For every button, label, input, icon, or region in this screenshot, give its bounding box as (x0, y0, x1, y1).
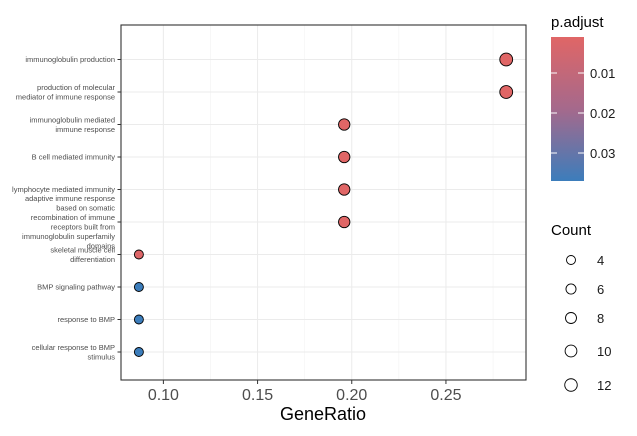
data-point (133, 347, 144, 357)
points (133, 52, 514, 357)
x-axis: 0.10 0.15 0.20 0.25 (148, 380, 462, 404)
size-legend-items: 4 6 8 10 12 (564, 253, 611, 393)
color-legend-tick-label: 0.03 (590, 146, 615, 161)
data-point (133, 249, 144, 260)
size-legend-circle (565, 283, 577, 295)
color-legend-tick-label: 0.02 (590, 106, 615, 121)
y-axis-labels: immunoglobulin production production of m… (12, 55, 121, 361)
size-legend-circle (564, 378, 578, 392)
data-point (499, 52, 514, 67)
y-axis-label: production of molecular mediator of immun… (16, 83, 116, 102)
grid (121, 25, 526, 380)
size-legend-title: Count (551, 222, 592, 239)
x-axis-title: GeneRatio (280, 404, 366, 424)
size-legend-circle (564, 344, 578, 358)
color-legend: p.adjust 0.01 0.02 0.03 (551, 14, 615, 181)
y-axis-label: B cell mediated immunity (32, 153, 116, 162)
y-axis-label: response to BMP (57, 315, 115, 324)
x-axis-tick-label: 0.10 (148, 387, 179, 404)
size-legend-circle (566, 255, 576, 265)
color-legend-title: p.adjust (551, 14, 604, 31)
size-legend-label: 12 (597, 378, 611, 393)
panel-background (121, 25, 526, 380)
x-axis-tick-label: 0.25 (430, 387, 461, 404)
data-point (338, 215, 351, 229)
color-legend-tick-label: 0.01 (590, 66, 615, 81)
data-point (499, 85, 514, 99)
data-point (133, 314, 144, 325)
x-axis-tick-label: 0.15 (242, 387, 273, 404)
data-point (338, 183, 351, 196)
size-legend-label: 6 (597, 282, 604, 297)
y-axis-label: BMP signaling pathway (37, 283, 115, 292)
size-legend: Count 4 6 8 10 12 (551, 222, 611, 393)
y-axis-label: skeletal muscle cell differentiation (50, 245, 115, 264)
size-legend-label: 4 (597, 253, 604, 268)
size-legend-label: 10 (597, 344, 611, 359)
size-legend-label: 8 (597, 311, 604, 326)
y-axis-label: adaptive immune response based on somatic… (22, 194, 115, 251)
y-axis-label: immunoglobulin production (25, 55, 115, 64)
y-axis-label: lymphocyte mediated immunity (12, 185, 115, 194)
data-point (133, 282, 144, 292)
color-legend-ticks: 0.01 0.02 0.03 (551, 66, 615, 161)
y-axis-label: cellular response to BMP stimulus (32, 343, 116, 362)
color-legend-bar (551, 37, 584, 181)
data-point (338, 118, 351, 131)
data-point (338, 150, 351, 164)
panel-border (120, 24, 527, 381)
y-axis-label: immunoglobulin mediated immune response (30, 115, 115, 134)
x-axis-tick-label: 0.20 (336, 387, 367, 404)
size-legend-circle (565, 312, 577, 324)
